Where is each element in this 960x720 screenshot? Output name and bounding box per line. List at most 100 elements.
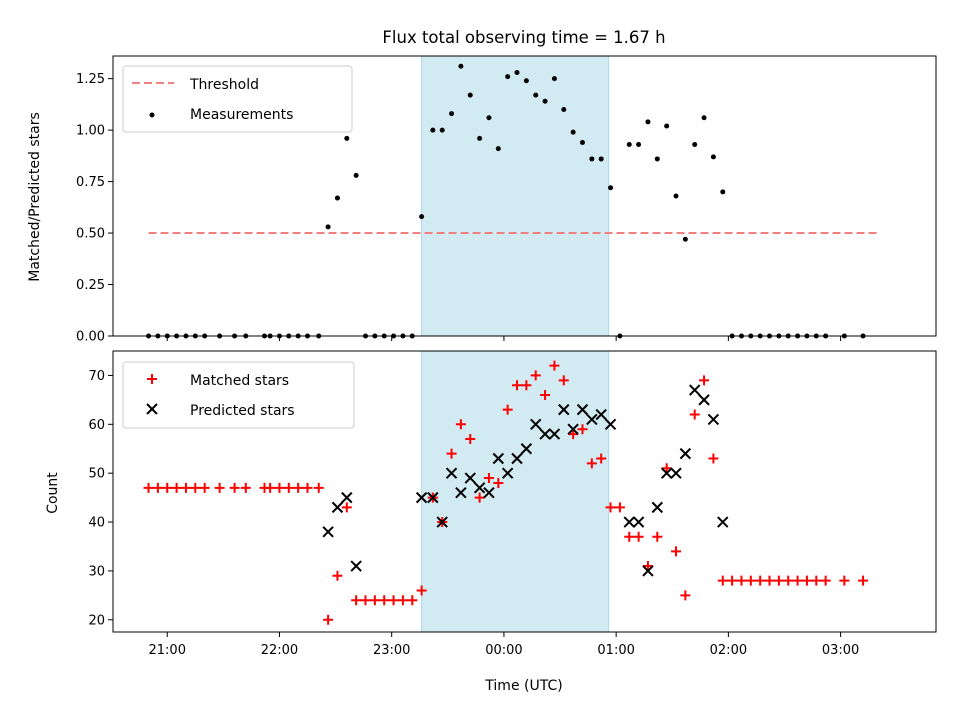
measurement-point bbox=[710, 154, 716, 160]
legend-threshold-label: Threshold bbox=[189, 77, 259, 93]
y-tick-label: 20 bbox=[88, 613, 105, 628]
predicted-stars-point bbox=[586, 413, 598, 426]
y-tick-label: 0.25 bbox=[76, 278, 105, 293]
matched-stars-point bbox=[745, 575, 756, 586]
y-tick-label: 0.75 bbox=[76, 175, 105, 190]
x-axis-label: Time (UTC) bbox=[484, 678, 562, 694]
matched-stars-point bbox=[586, 458, 597, 469]
measurement-point bbox=[542, 98, 548, 104]
legend-measurements-swatch bbox=[149, 112, 155, 118]
matched-stars-point bbox=[502, 404, 513, 415]
x-tick-label: 23:00 bbox=[373, 643, 410, 658]
matched-stars-point bbox=[689, 409, 700, 420]
matched-stars-point bbox=[530, 370, 541, 381]
matched-stars-point bbox=[549, 360, 560, 371]
matched-stars-point bbox=[313, 482, 324, 493]
measurement-point bbox=[353, 172, 359, 178]
measurement-point bbox=[430, 127, 436, 133]
matched-stars-point bbox=[671, 546, 682, 557]
predicted-stars-point bbox=[331, 501, 344, 514]
measurement-point bbox=[664, 123, 670, 129]
matched-stars-point bbox=[512, 380, 523, 391]
predicted-stars-point bbox=[595, 408, 607, 421]
matched-stars-point bbox=[680, 590, 691, 601]
predicted-stars-point bbox=[464, 472, 476, 484]
matched-stars-point bbox=[755, 575, 766, 586]
x-tick-label: 02:00 bbox=[710, 643, 747, 658]
count-points bbox=[143, 360, 869, 625]
measurement-point bbox=[720, 189, 726, 195]
matched-stars-point bbox=[240, 482, 251, 493]
measurement-point bbox=[334, 195, 340, 201]
y-axis-label: Matched/Predicted stars bbox=[27, 112, 43, 282]
y-tick-label: 60 bbox=[88, 418, 105, 433]
measurement-point bbox=[477, 135, 483, 141]
predicted-stars-point bbox=[651, 501, 664, 514]
legend-box bbox=[122, 65, 353, 133]
predicted-stars-point bbox=[632, 516, 645, 528]
matched-stars-point bbox=[773, 575, 784, 586]
legend: Threshold Measurements bbox=[122, 65, 353, 133]
matched-stars-point bbox=[783, 575, 794, 586]
predicted-stars-point bbox=[604, 418, 617, 431]
predicted-stars-point bbox=[670, 467, 682, 479]
shaded-interval bbox=[421, 55, 610, 337]
shaded-interval bbox=[421, 350, 610, 633]
measurement-point bbox=[654, 156, 660, 162]
legend-matched-label: Matched stars bbox=[190, 373, 289, 389]
predicted-stars-point bbox=[492, 452, 505, 465]
matched-stars-point bbox=[811, 575, 822, 586]
measurement-point bbox=[467, 92, 473, 98]
measurement-point bbox=[682, 236, 688, 242]
matched-stars-point bbox=[661, 463, 672, 474]
predicted-stars-point bbox=[427, 491, 439, 504]
plot-frame bbox=[112, 55, 937, 337]
matched-stars-point bbox=[180, 482, 191, 493]
predicted-stars-point bbox=[511, 452, 523, 465]
matched-stars-point bbox=[764, 575, 775, 586]
predicted-stars-point bbox=[679, 447, 692, 460]
predicted-stars-point bbox=[415, 491, 428, 504]
x-tick-marks: 21:00 22:00 23:00 00:00 01:00 02:00 03:00 bbox=[149, 632, 859, 658]
matched-stars-point bbox=[839, 575, 850, 586]
plot-frame bbox=[112, 350, 937, 633]
measurement-point bbox=[458, 63, 464, 69]
x-tick-label: 22:00 bbox=[261, 643, 298, 658]
predicted-stars-point bbox=[698, 394, 710, 406]
measurement-point bbox=[626, 142, 632, 148]
y-tick-label: 0.50 bbox=[76, 227, 105, 242]
predicted-stars-point bbox=[717, 516, 729, 528]
matched-stars-point bbox=[302, 482, 313, 493]
matched-stars-point bbox=[341, 502, 352, 513]
predicted-stars-point bbox=[350, 560, 362, 572]
predicted-stars-point bbox=[436, 516, 448, 528]
measurement-point bbox=[561, 107, 567, 113]
y-tick-label: 0.00 bbox=[76, 330, 105, 345]
x-tick-label: 03:00 bbox=[822, 643, 859, 658]
x-tick-label: 01:00 bbox=[597, 643, 634, 658]
y-axis-label: Count bbox=[45, 472, 61, 514]
measurement-point bbox=[514, 69, 520, 75]
measurement-point bbox=[701, 115, 707, 121]
measurement-point bbox=[449, 111, 455, 117]
measurement-point bbox=[505, 74, 511, 80]
predicted-stars-point bbox=[501, 467, 514, 479]
matched-stars-point bbox=[708, 453, 719, 464]
matched-stars-point bbox=[483, 473, 494, 484]
matched-stars-point bbox=[152, 482, 163, 493]
matched-stars-point bbox=[162, 482, 173, 493]
matched-stars-point bbox=[455, 419, 466, 430]
legend-predicted-label: Predicted stars bbox=[190, 403, 295, 419]
matched-stars-point bbox=[293, 482, 304, 493]
measurement-point bbox=[579, 139, 585, 145]
matched-stars-point bbox=[143, 482, 154, 493]
measurement-point bbox=[636, 142, 642, 148]
matched-stars-point bbox=[652, 531, 663, 542]
y-axis: 0.00 0.25 0.50 0.75 1.00 1.25 bbox=[76, 72, 113, 345]
legend-matched-swatch bbox=[147, 374, 157, 384]
predicted-stars-point bbox=[623, 516, 635, 528]
y-tick-label: 30 bbox=[88, 564, 105, 579]
matched-stars-point bbox=[493, 477, 504, 488]
measurement-point bbox=[608, 185, 614, 191]
measurement-point bbox=[533, 92, 539, 98]
